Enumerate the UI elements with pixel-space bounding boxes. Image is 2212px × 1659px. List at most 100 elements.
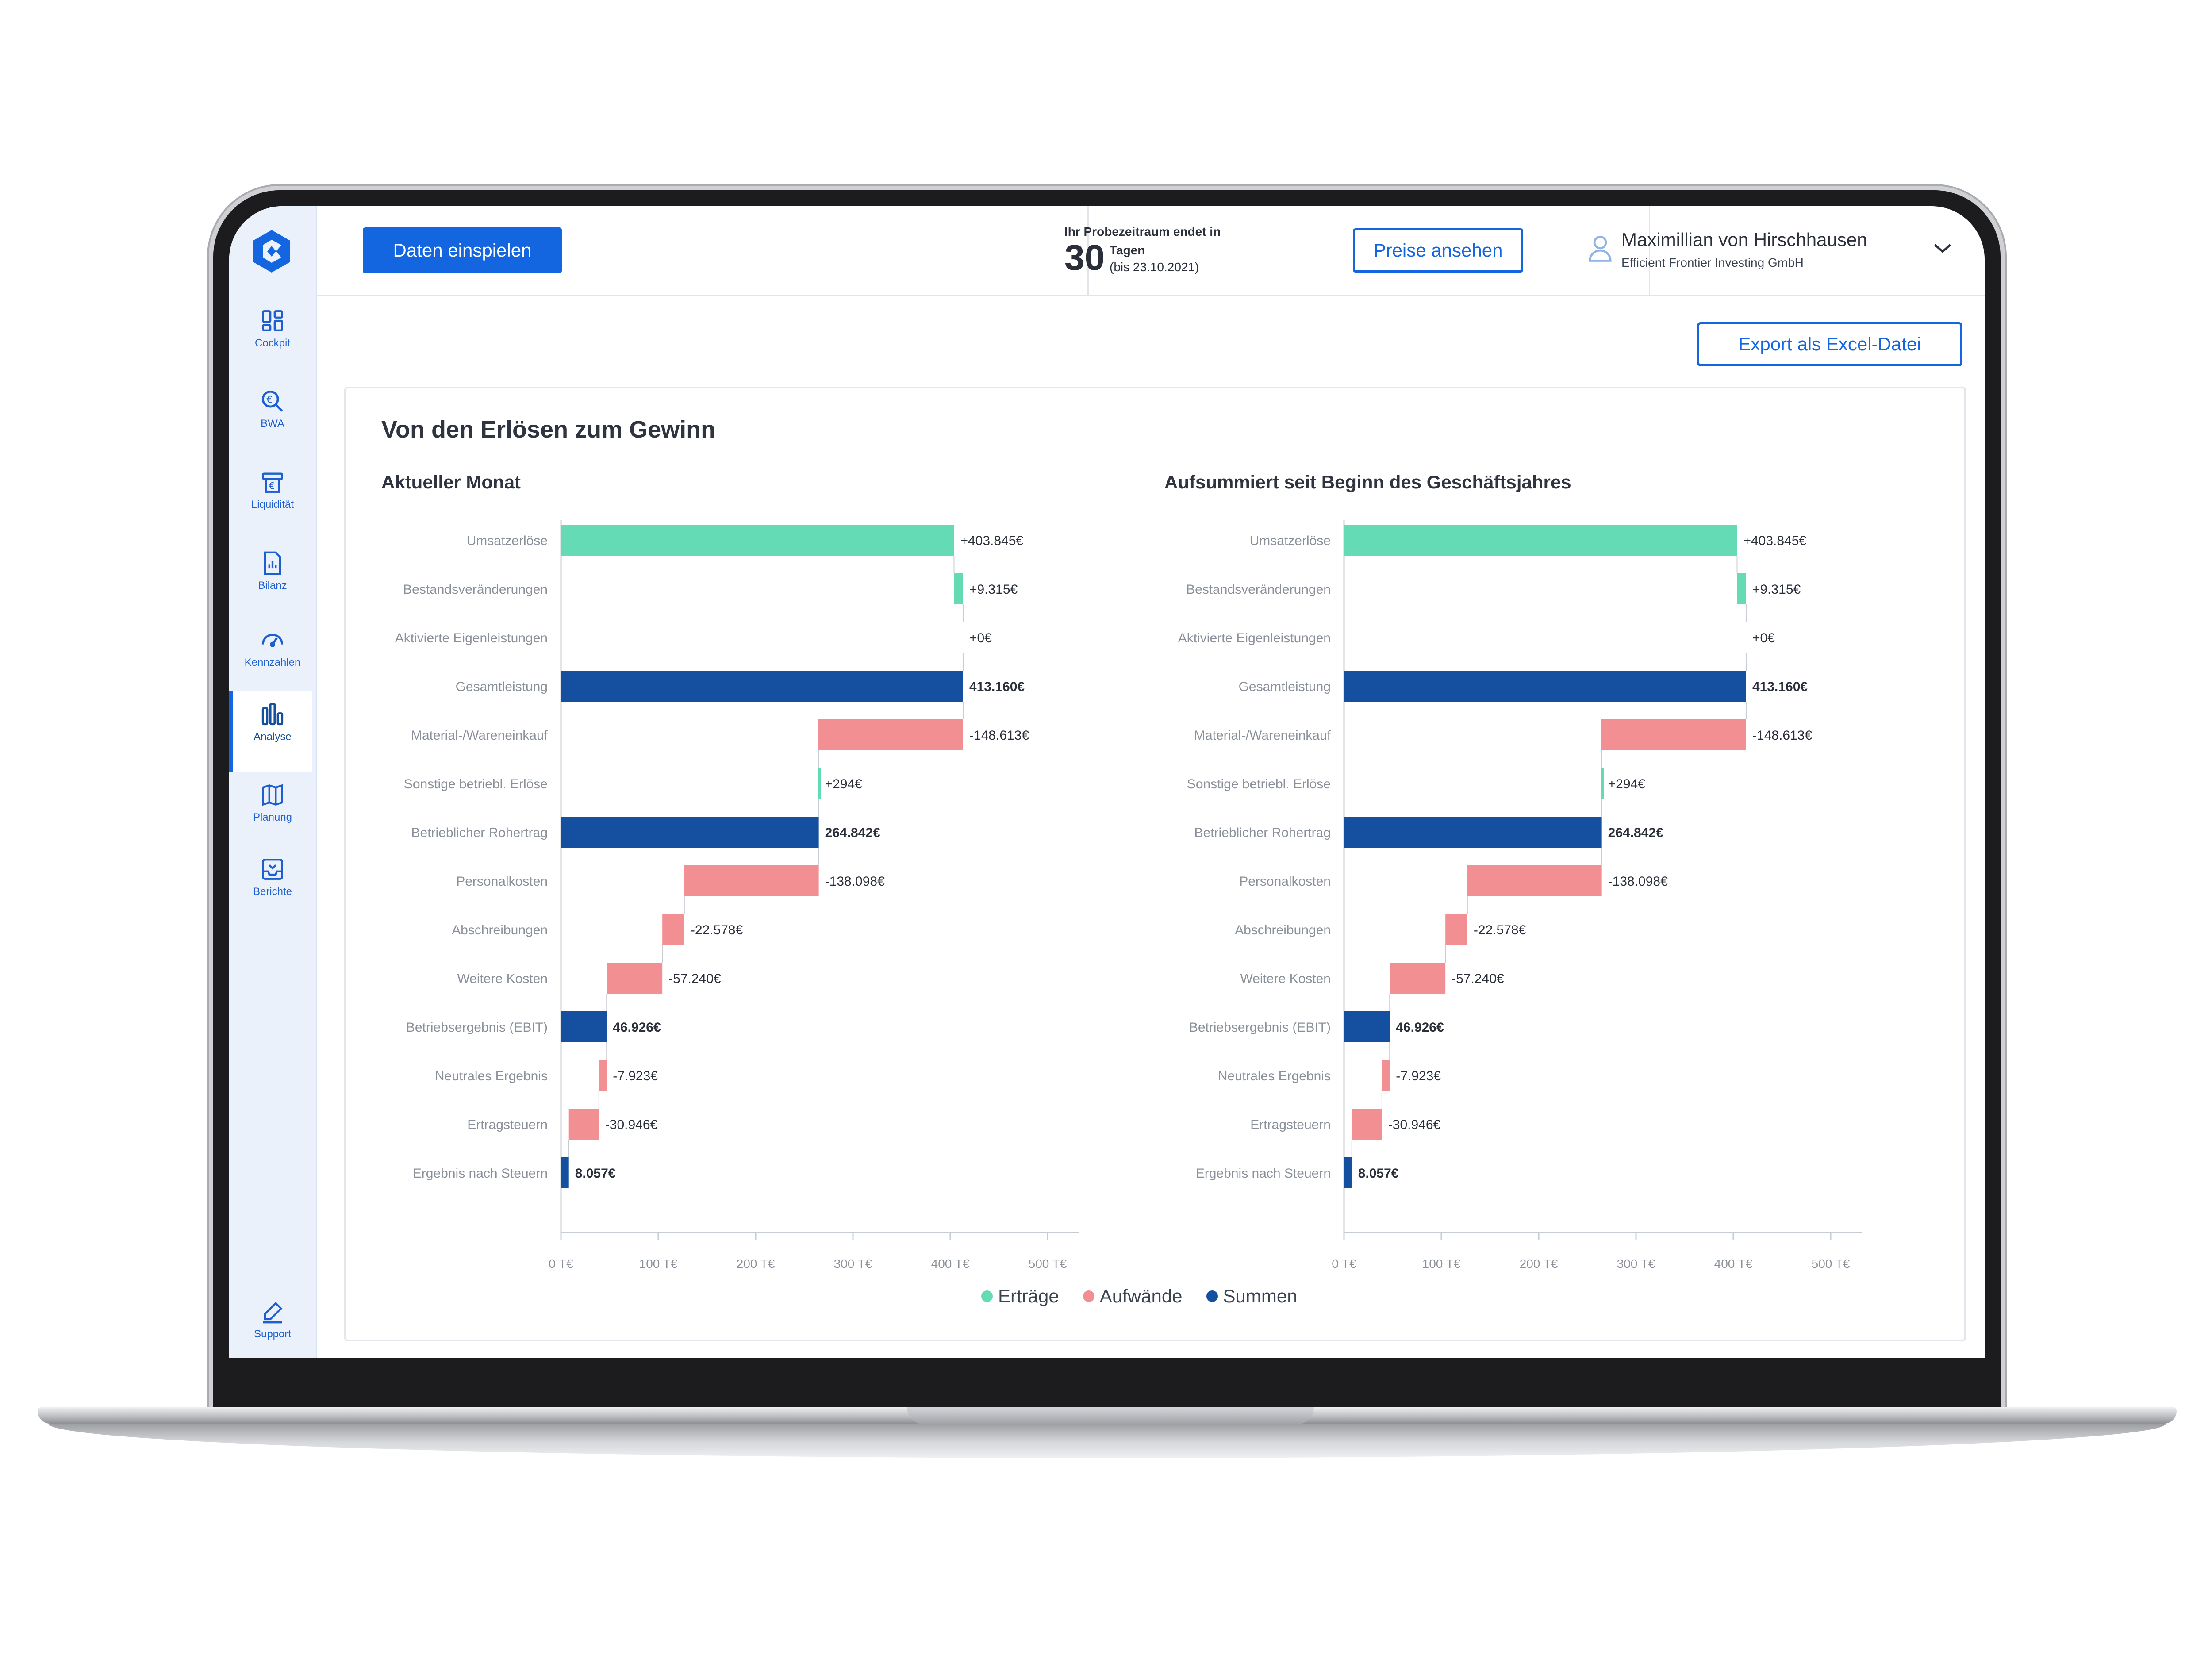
data-label: +403.845€ xyxy=(960,534,1023,548)
user-avatar-icon xyxy=(1589,235,1612,262)
data-label: -148.613€ xyxy=(969,728,1029,743)
sidebar-item-liquiditaet[interactable]: € Liquidität xyxy=(229,469,316,536)
waterfall-bar xyxy=(1344,1157,1352,1188)
waterfall-bar xyxy=(1601,719,1746,750)
sidebar-item-label: Planung xyxy=(253,811,292,823)
legend-item-aufwaende[interactable]: Aufwände xyxy=(1083,1286,1183,1307)
sidebar-item-label: Liquidität xyxy=(251,499,294,511)
x-tick-label: 300 T€ xyxy=(1617,1257,1655,1271)
sidebar-item-analyse[interactable]: Analyse xyxy=(229,691,312,772)
x-tick-label: 400 T€ xyxy=(1714,1257,1753,1271)
data-label: 46.926€ xyxy=(613,1020,661,1035)
row-label: Weitere Kosten xyxy=(457,972,548,986)
sidebar-item-label: Cockpit xyxy=(254,337,291,349)
gauge-icon xyxy=(261,634,284,647)
sidebar-item-berichte[interactable]: Berichte xyxy=(229,856,316,923)
app-screen: Cockpit € BWA € Liquidität Bilanz xyxy=(229,206,1985,1358)
row-label: Betriebsergebnis (EBIT) xyxy=(1189,1020,1331,1035)
data-label: -22.578€ xyxy=(1474,923,1526,937)
x-tick-label: 100 T€ xyxy=(639,1257,678,1271)
row-label: Betrieblicher Rohertrag xyxy=(411,826,548,840)
import-data-button[interactable]: Daten einspielen xyxy=(363,227,562,273)
row-label: Ergebnis nach Steuern xyxy=(413,1166,548,1181)
waterfall-bar xyxy=(561,1011,607,1042)
data-label: +294€ xyxy=(1608,777,1646,791)
trial-days-count: 30 xyxy=(1064,238,1105,278)
row-label: Aktivierte Eigenleistungen xyxy=(1178,631,1331,645)
svg-text:€: € xyxy=(269,481,275,492)
waterfall-bar xyxy=(818,719,963,750)
waterfall-bar xyxy=(1382,1060,1390,1091)
waterfall-bar xyxy=(1445,914,1467,945)
laptop-base-shadow xyxy=(49,1424,2166,1458)
trial-notice: Ihr Probezeitraum endet in xyxy=(1064,225,1221,238)
waterfall-bar xyxy=(1467,865,1602,896)
x-tick-label: 500 T€ xyxy=(1812,1257,1850,1271)
data-label: -57.240€ xyxy=(668,972,721,986)
legend-label: Erträge xyxy=(998,1286,1059,1306)
waterfall-bar xyxy=(1344,525,1737,556)
document-chart-icon xyxy=(264,551,281,575)
waterfall-bar xyxy=(1344,671,1746,702)
row-label: Umsatzerlöse xyxy=(467,534,548,548)
data-label: 413.160€ xyxy=(1752,680,1808,694)
sidebar-item-label: Analyse xyxy=(253,731,292,743)
data-label: +294€ xyxy=(825,777,863,791)
sidebar-item-label: Support xyxy=(253,1328,292,1340)
data-label: -30.946€ xyxy=(1388,1118,1441,1132)
data-label: -138.098€ xyxy=(825,874,885,889)
legend-item-ertraege[interactable]: Erträge xyxy=(981,1286,1059,1307)
top-header: Daten einspielen xyxy=(316,206,1985,296)
row-label: Weitere Kosten xyxy=(1240,972,1331,986)
row-label: Personalkosten xyxy=(1239,874,1331,889)
data-label: +403.845€ xyxy=(1743,534,1806,548)
row-label: Umsatzerlöse xyxy=(1250,534,1331,548)
search-euro-icon: € xyxy=(261,390,283,412)
bar-chart-icon xyxy=(261,703,284,726)
waterfall-bar xyxy=(599,1060,607,1091)
waterfall-bar xyxy=(662,914,684,945)
data-label: 46.926€ xyxy=(1396,1020,1444,1035)
logo-icon xyxy=(253,230,290,273)
x-tick-label: 0 T€ xyxy=(549,1257,573,1271)
sidebar-item-bwa[interactable]: € BWA xyxy=(229,388,316,455)
data-label: 413.160€ xyxy=(969,680,1025,694)
view-prices-button[interactable]: Preise ansehen xyxy=(1353,228,1523,273)
x-tick-label: 300 T€ xyxy=(834,1257,872,1271)
pencil-icon xyxy=(263,1302,283,1324)
data-label: -57.240€ xyxy=(1452,972,1504,986)
waterfall-bar xyxy=(561,817,819,848)
sidebar-item-bilanz[interactable]: Bilanz xyxy=(229,550,316,617)
sidebar-item-support[interactable]: Support xyxy=(229,1299,316,1358)
waterfall-bar xyxy=(1344,1011,1390,1042)
sidebar-item-cockpit[interactable]: Cockpit xyxy=(229,308,316,374)
waterfall-bar xyxy=(1601,768,1604,799)
analysis-card xyxy=(344,387,1966,1341)
data-label: +9.315€ xyxy=(969,582,1018,597)
data-label: -7.923€ xyxy=(613,1069,658,1083)
row-label: Gesamtleistung xyxy=(456,680,548,694)
map-book-icon xyxy=(262,784,283,806)
sidebar-item-label: Kennzahlen xyxy=(244,657,301,668)
waterfall-chart-year-to-date: 0 T€ 100 T€ 200 T€ 300 T€ 400 T€ 500 T€ Umsatz… xyxy=(1178,520,1862,1271)
x-tick-label: 100 T€ xyxy=(1422,1257,1461,1271)
row-label: Neutrales Ergebnis xyxy=(1218,1069,1331,1083)
sidebar-item-planung[interactable]: Planung xyxy=(229,782,316,849)
waterfall-bar xyxy=(568,1109,599,1140)
data-label: -148.613€ xyxy=(1752,728,1812,743)
app-logo[interactable] xyxy=(250,228,294,276)
waterfall-bar xyxy=(561,1157,569,1188)
row-label: Abschreibungen xyxy=(1235,923,1331,937)
row-label: Betriebsergebnis (EBIT) xyxy=(406,1020,548,1035)
data-label: 8.057€ xyxy=(1358,1166,1399,1181)
user-menu[interactable] xyxy=(1578,224,1968,277)
sidebar-item-kennzahlen[interactable]: Kennzahlen xyxy=(229,627,316,694)
row-label: Personalkosten xyxy=(456,874,548,889)
export-excel-button[interactable]: Export als Excel-Datei xyxy=(1697,322,1962,366)
waterfall-bar xyxy=(1352,1109,1382,1140)
waterfall-bar xyxy=(954,573,963,604)
sidebar-item-label: Berichte xyxy=(253,886,292,898)
legend-item-summen[interactable]: Summen xyxy=(1206,1286,1298,1307)
card-title: Von den Erlösen zum Gewinn xyxy=(381,416,716,443)
user-company: Efficient Frontier Investing GmbH xyxy=(1621,256,1804,269)
